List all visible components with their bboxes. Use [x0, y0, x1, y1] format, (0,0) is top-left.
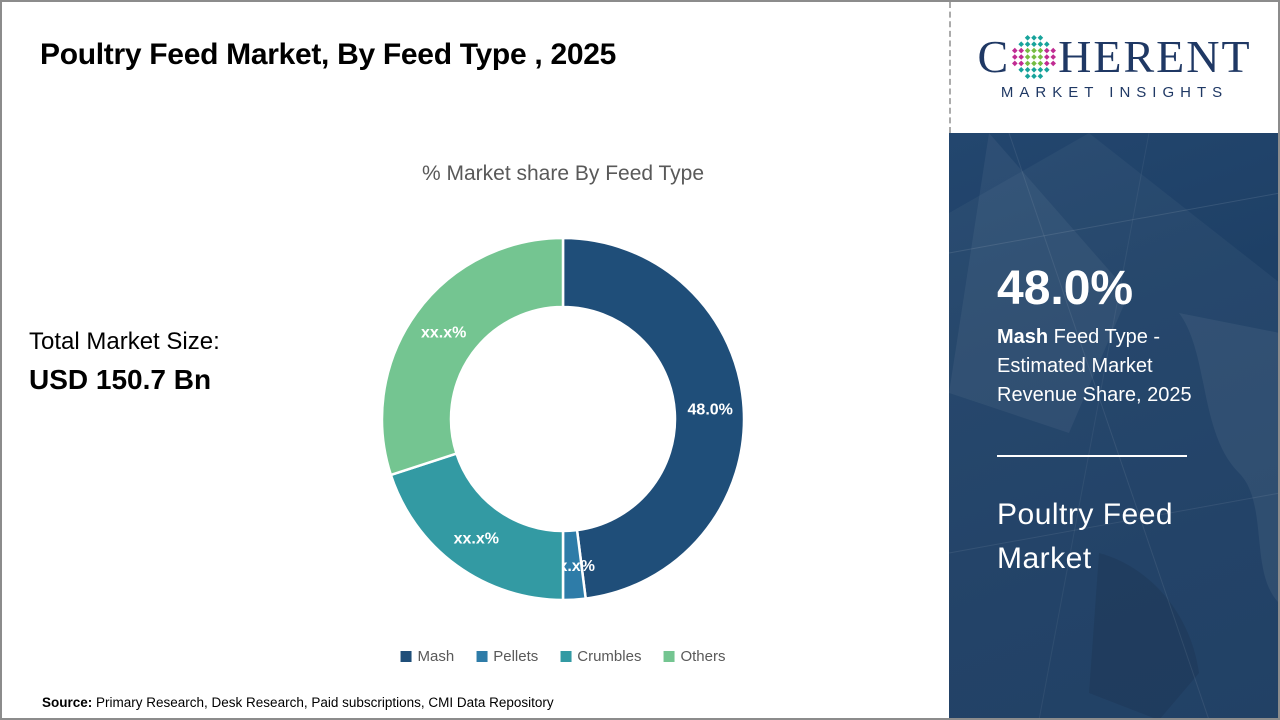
logo-subtitle: MARKET INSIGHTS [1000, 84, 1229, 101]
sidebar-report-title: Poultry Feed Market [997, 498, 1174, 575]
legend-item-crumbles: Crumbles [560, 648, 641, 665]
donut-slice-others [380, 236, 565, 477]
coherent-logo: C HERENT [977, 34, 1251, 80]
legend-swatch [476, 651, 488, 662]
highlight-segment-name: Mash [997, 326, 1049, 348]
total-market-size-value: USD 150.7 Bn [29, 364, 212, 395]
donut-slice-mash [561, 236, 746, 600]
legend-label: Crumbles [577, 648, 642, 665]
legend-swatch [663, 651, 675, 662]
source-note: Source: Primary Research, Desk Research,… [42, 695, 554, 710]
chart-title: % Market share By Feed Type [421, 162, 705, 185]
sidebar-divider [997, 455, 1187, 457]
brand-box: C HERENT MARKET INSIGHTS [949, 2, 1278, 133]
donut-slice-label: 48.0% [688, 402, 733, 419]
chart-legend: Mash Pellets Crumbles Others [400, 648, 725, 665]
logo-text-end: HERENT [1058, 31, 1252, 82]
highlight-stat-rest: Feed Type - Estimated Market Revenue Sha… [997, 326, 1192, 406]
donut-slice-label: xx.x% [454, 530, 499, 547]
chart-area: % Market share By Feed Type 48.0% xx.x% xx… [379, 2, 747, 718]
donut-chart: 48.0%xx.x%xx.x%xx.x% [380, 236, 746, 602]
legend-label: Mash [417, 648, 455, 665]
total-market-size-label: Total Market Size: [29, 328, 220, 355]
highlight-stat-value: 48.0% [997, 262, 1134, 315]
world-map-texture [949, 133, 1278, 718]
donut-slice-crumbles [389, 452, 565, 602]
legend-swatch [400, 651, 412, 662]
donut-slice-label: xx.x% [421, 324, 466, 341]
highlight-sidebar: 48.0% Mash Feed Type - Estimated Market … [949, 133, 1278, 718]
legend-item-pellets: Pellets [476, 648, 538, 665]
total-market-size: Total Market Size: USD 150.7 Bn [29, 328, 220, 396]
source-label: Source: [42, 695, 93, 710]
logo-dot-circle-icon [1012, 35, 1057, 79]
page-title: Poultry Feed Market, By Feed Type , 2025 [40, 38, 616, 71]
legend-swatch [560, 651, 572, 662]
source-text: Primary Research, Desk Research, Paid su… [92, 695, 554, 710]
legend-label: Pellets [493, 648, 539, 665]
legend-item-mash: Mash [400, 648, 455, 665]
legend-label: Others [680, 648, 726, 665]
logo-text-start: C [977, 31, 1011, 82]
highlight-stat-description: Mash Feed Type - Estimated Market Revenu… [997, 323, 1217, 410]
legend-item-others: Others [663, 648, 725, 665]
